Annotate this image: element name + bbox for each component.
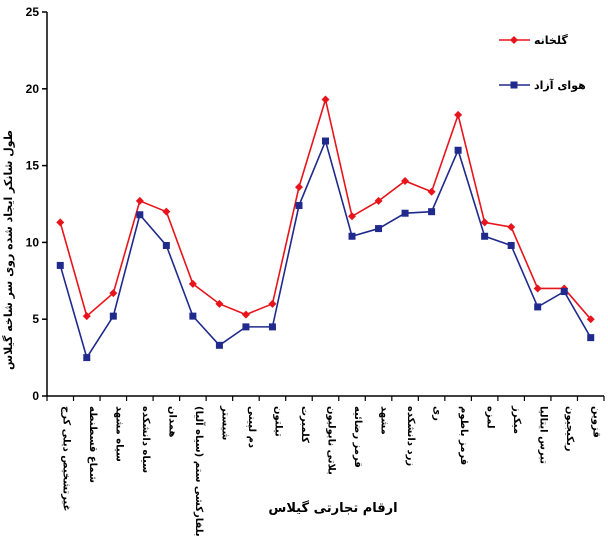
data-point xyxy=(83,354,91,362)
data-point xyxy=(241,310,250,319)
data-point xyxy=(534,303,542,311)
data-point xyxy=(401,209,409,217)
data-point xyxy=(374,196,383,205)
x-tick-label: شماع قسطنطه xyxy=(87,406,98,483)
x-axis-title: ارقام تجارتی گیلاس xyxy=(268,500,397,516)
x-tick-label: بلاتی نابولیون xyxy=(326,406,337,475)
chart-series xyxy=(56,95,595,362)
x-tick-label: غیرتشخیص دیلی کرج xyxy=(60,406,71,511)
chart-axes xyxy=(46,12,604,397)
x-tick-label: شیستر xyxy=(219,405,230,441)
y-tick-label: 15 xyxy=(26,159,40,173)
data-point xyxy=(295,202,303,210)
x-tick-label: قزوین xyxy=(591,406,602,438)
data-point xyxy=(454,146,462,154)
x-tick-label: قرمز رضائیه xyxy=(352,406,363,468)
data-point xyxy=(188,279,197,288)
y-tick-label: 25 xyxy=(26,5,40,19)
y-tick-label: 10 xyxy=(26,235,40,249)
y-axis-ticks: 0 5 10 15 20 25 xyxy=(26,5,47,403)
data-point xyxy=(82,312,91,321)
x-tick-label: ری xyxy=(432,406,443,421)
data-point xyxy=(268,323,276,331)
data-point xyxy=(189,312,197,320)
x-tick-label: سیاه مشهد xyxy=(113,406,124,462)
data-point xyxy=(348,232,356,240)
series-1 xyxy=(56,95,595,324)
data-point xyxy=(533,284,542,293)
y-tick-label: 0 xyxy=(32,389,39,403)
data-point xyxy=(375,225,383,233)
series-2 xyxy=(56,137,595,362)
data-point xyxy=(109,289,118,298)
data-point xyxy=(162,241,170,249)
data-point xyxy=(480,218,489,227)
data-point xyxy=(454,110,463,119)
x-tick-label: سیاه دانشکده xyxy=(140,406,151,473)
x-tick-label: تبرس ایتالیا xyxy=(538,406,549,464)
data-point xyxy=(322,137,329,145)
data-point xyxy=(428,208,436,216)
data-point xyxy=(587,334,595,342)
data-point xyxy=(215,299,224,308)
data-point xyxy=(109,312,117,320)
x-tick-label: زرد دانشکده xyxy=(405,406,416,466)
data-point xyxy=(268,299,277,308)
data-point xyxy=(294,183,303,192)
data-point xyxy=(401,176,410,185)
chart-legend: گلخانه هوای آزاد xyxy=(499,34,586,92)
data-point xyxy=(136,211,144,219)
x-tick-label: قرمز باطوم xyxy=(458,406,469,465)
data-point xyxy=(348,212,357,221)
y-tick-label: 20 xyxy=(26,82,40,96)
data-point xyxy=(135,196,144,205)
data-point xyxy=(507,223,516,232)
x-tick-label: همدان xyxy=(166,406,177,437)
x-tick-label: میکرز xyxy=(511,405,522,434)
y-axis-title: طول شانکر ایجاد شده روی سر شاخه گیلاس xyxy=(2,130,15,370)
data-point xyxy=(321,95,330,104)
data-point xyxy=(586,315,595,324)
data-point xyxy=(56,218,65,227)
legend-marker xyxy=(510,81,518,89)
x-tick-label: دم لپینی xyxy=(246,406,257,448)
data-point xyxy=(507,241,515,249)
legend-item: گلخانه xyxy=(499,34,568,47)
x-axis-ticks: غیرتشخیص دیلی کرج شماع قسطنطه سیاه مشهد سیا… xyxy=(46,396,605,537)
legend-item: هوای آزاد xyxy=(499,78,586,92)
data-point xyxy=(215,341,223,349)
data-point xyxy=(242,323,250,331)
data-point xyxy=(427,187,436,196)
x-tick-label: بلفارکشی ستم (سیاه آلیا) xyxy=(193,406,206,537)
data-point xyxy=(481,232,489,240)
data-point xyxy=(560,288,568,296)
series-line xyxy=(59,138,592,360)
y-tick-label: 5 xyxy=(32,312,39,326)
legend-label: هوای آزاد xyxy=(534,78,586,92)
x-tick-label: ربکیجیون xyxy=(564,406,575,452)
x-tick-label: مشهد xyxy=(379,406,390,435)
x-tick-label: لمزه xyxy=(485,406,496,429)
legend-marker xyxy=(510,36,518,44)
data-point xyxy=(162,207,171,216)
data-point xyxy=(56,261,64,269)
legend-label: گلخانه xyxy=(534,34,568,47)
x-tick-label: تیلتون xyxy=(272,406,283,437)
x-tick-label: کلمبرت xyxy=(299,406,310,443)
series-line xyxy=(59,96,592,320)
